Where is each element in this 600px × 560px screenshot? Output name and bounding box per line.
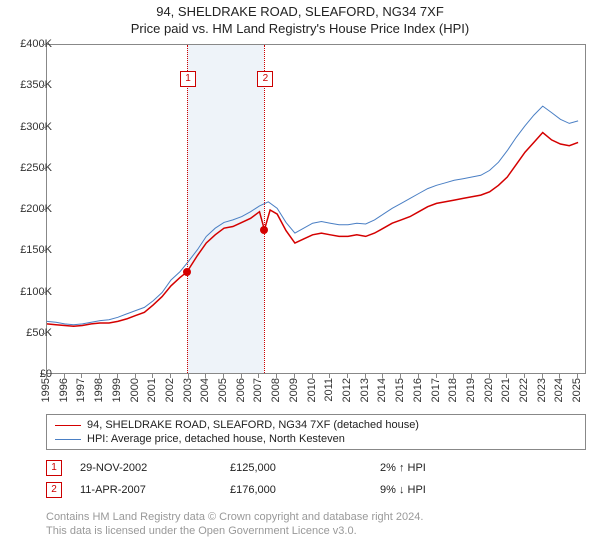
x-tick-label: 2004 [199,378,211,402]
marker-row-1: 1 29-NOV-2002 £125,000 2% ↑ HPI [46,460,586,476]
y-tick-mark [42,127,46,128]
legend-item-hpi: HPI: Average price, detached house, Nort… [55,433,577,445]
x-tick-label: 2025 [571,378,583,402]
y-tick-mark [42,168,46,169]
x-tick-label: 2012 [341,378,353,402]
y-tick-label: £250K [20,162,52,174]
x-tick-label: 2020 [483,378,495,402]
series-line-hpi [47,106,578,325]
x-tick-label: 2008 [270,378,282,402]
figure-root: 94, SHELDRAKE ROAD, SLEAFORD, NG34 7XF P… [0,0,600,560]
x-tick-label: 2017 [430,378,442,402]
x-tick-label: 2024 [553,378,565,402]
x-tick-label: 1999 [111,378,123,402]
x-tick-label: 2000 [129,378,141,402]
legend-label-hpi: HPI: Average price, detached house, Nort… [87,433,345,445]
x-tick-label: 2006 [235,378,247,402]
x-tick-label: 2011 [323,378,335,402]
legend-label-property: 94, SHELDRAKE ROAD, SLEAFORD, NG34 7XF (… [87,419,419,431]
legend-box: 94, SHELDRAKE ROAD, SLEAFORD, NG34 7XF (… [46,414,586,450]
marker-date: 11-APR-2007 [80,484,230,496]
marker-hpi-delta: 2% ↑ HPI [380,462,530,474]
x-tick-label: 2002 [164,378,176,402]
y-tick-mark [42,85,46,86]
legend-item-property: 94, SHELDRAKE ROAD, SLEAFORD, NG34 7XF (… [55,419,577,431]
y-tick-label: £50K [26,327,52,339]
y-tick-label: £400K [20,38,52,50]
x-tick-label: 2019 [465,378,477,402]
marker-vline-2 [264,45,265,373]
marker-vline-1 [187,45,188,373]
legend-swatch-hpi [55,439,81,440]
legend-swatch-property [55,425,81,426]
markers-table: 1 29-NOV-2002 £125,000 2% ↑ HPI 2 11-APR… [46,460,586,504]
x-tick-label: 2018 [447,378,459,402]
marker-index-box: 2 [46,482,62,498]
x-tick-label: 1995 [40,378,52,402]
y-tick-mark [42,250,46,251]
y-tick-label: £200K [20,203,52,215]
attribution-line-1: Contains HM Land Registry data © Crown c… [46,510,586,524]
y-tick-mark [42,209,46,210]
attribution-line-2: This data is licensed under the Open Gov… [46,524,586,538]
marker-hpi-delta: 9% ↓ HPI [380,484,530,496]
x-tick-label: 1996 [58,378,70,402]
attribution: Contains HM Land Registry data © Crown c… [46,510,586,539]
sale-dot-1 [183,268,191,276]
x-tick-label: 1998 [93,378,105,402]
x-tick-label: 2007 [252,378,264,402]
x-tick-label: 2022 [518,378,530,402]
y-tick-mark [42,333,46,334]
marker-box-2: 2 [257,71,273,87]
x-tick-label: 2016 [412,378,424,402]
x-tick-label: 1997 [75,378,87,402]
marker-index-box: 1 [46,460,62,476]
y-tick-label: £150K [20,244,52,256]
x-tick-label: 2023 [536,378,548,402]
x-tick-label: 2021 [500,378,512,402]
title-block: 94, SHELDRAKE ROAD, SLEAFORD, NG34 7XF P… [0,0,600,36]
marker-price: £125,000 [230,462,380,474]
x-tick-label: 2001 [146,378,158,402]
x-tick-label: 2010 [306,378,318,402]
chart-area: 12 [46,44,586,374]
sale-dot-2 [260,226,268,234]
x-tick-label: 2009 [288,378,300,402]
x-tick-label: 2003 [182,378,194,402]
title-line-2: Price paid vs. HM Land Registry's House … [0,21,600,36]
chart-lines-svg [47,45,587,375]
y-tick-label: £350K [20,79,52,91]
title-line-1: 94, SHELDRAKE ROAD, SLEAFORD, NG34 7XF [0,4,600,19]
x-tick-label: 2014 [376,378,388,402]
y-tick-mark [42,292,46,293]
marker-box-1: 1 [180,71,196,87]
x-tick-label: 2013 [359,378,371,402]
y-tick-label: £100K [20,286,52,298]
y-tick-label: £300K [20,121,52,133]
y-tick-mark [42,44,46,45]
x-tick-label: 2015 [394,378,406,402]
marker-date: 29-NOV-2002 [80,462,230,474]
plot-frame: 12 [46,44,586,374]
marker-price: £176,000 [230,484,380,496]
x-tick-label: 2005 [217,378,229,402]
marker-row-2: 2 11-APR-2007 £176,000 9% ↓ HPI [46,482,586,498]
